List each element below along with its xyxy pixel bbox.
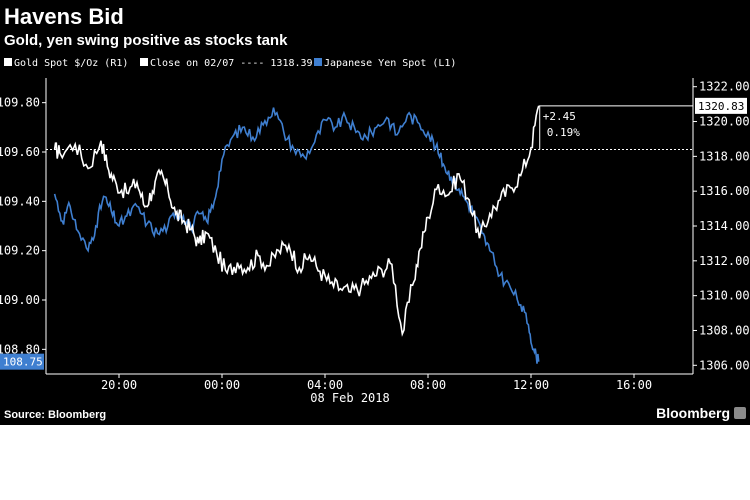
left-last-value-tag-bg	[0, 353, 44, 370]
legend: Gold Spot $/Oz (R1) Close on 02/07 ---- …	[4, 58, 456, 69]
right-axis-ticks: 1322.00 1320.00 1318.00 1316.00 1314.00 1312.…	[693, 80, 750, 372]
left-tick-label: 109.40	[0, 194, 40, 208]
plot-area: 109.80 109.60 109.40 109.20 109.00 108.80 132…	[0, 78, 750, 392]
legend-swatch-close	[140, 58, 148, 66]
right-tick-label: 1312.00	[699, 254, 750, 268]
x-axis-date-label: 08 Feb 2018	[310, 391, 389, 405]
x-axis-ticks: 20:00 00:00 04:00 08:00 12:00 16:00	[101, 374, 652, 392]
x-tick-label: 08:00	[410, 378, 446, 392]
series-line-gold	[53, 105, 540, 337]
right-tick-label: 1320.00	[699, 115, 750, 129]
chart-panel: Havens Bid Gold, yen swing positive as s…	[0, 0, 750, 425]
right-tick-label: 1310.00	[699, 289, 750, 303]
legend-swatch-yen	[314, 58, 322, 66]
legend-yen: Japanese Yen Spot (L1)	[324, 58, 456, 69]
bloomberg-logo: Bloomberg	[656, 405, 730, 421]
right-tick-label: 1306.00	[699, 358, 750, 372]
left-tick-label: 108.80	[0, 342, 40, 356]
right-tick-label: 1322.00	[699, 80, 750, 94]
x-tick-label: 20:00	[101, 378, 137, 392]
right-tick-label: 1318.00	[699, 149, 750, 163]
x-tick-label: 12:00	[513, 378, 549, 392]
annotation-pct: 0.19%	[547, 126, 580, 139]
left-tick-label: 109.60	[0, 145, 40, 159]
right-last-value-tag-bg	[695, 97, 747, 114]
chart: Havens Bid Gold, yen swing positive as s…	[0, 4, 750, 421]
x-tick-label: 04:00	[307, 378, 343, 392]
chart-title: Havens Bid	[4, 4, 124, 29]
left-last-value-tag: 108.75	[0, 353, 44, 370]
legend-gold: Gold Spot $/Oz (R1)	[14, 58, 128, 69]
x-tick-label: 16:00	[616, 378, 652, 392]
series-line-japanese-yen	[53, 107, 540, 364]
left-tick-label: 109.80	[0, 96, 40, 110]
left-last-value-label: 108.75	[3, 356, 43, 369]
left-tick-label: 109.00	[0, 293, 40, 307]
left-axis-ticks: 109.80 109.60 109.40 109.20 109.00 108.80	[0, 96, 46, 356]
legend-swatch-gold	[4, 58, 12, 66]
legend-close: Close on 02/07 ---- 1318.39	[150, 58, 313, 69]
annotation-change: +2.45	[543, 110, 576, 123]
right-last-value-label: 1320.83	[698, 100, 744, 113]
right-tick-label: 1308.00	[699, 323, 750, 337]
right-last-value-tag: 1320.83	[695, 97, 747, 114]
x-tick-label: 00:00	[204, 378, 240, 392]
chart-subtitle: Gold, yen swing positive as stocks tank	[4, 32, 288, 49]
right-tick-label: 1314.00	[699, 219, 750, 233]
right-tick-label: 1316.00	[699, 184, 750, 198]
left-tick-label: 109.20	[0, 244, 40, 258]
source-label: Source: Bloomberg	[4, 409, 106, 421]
bloomberg-badge-icon	[734, 407, 746, 419]
